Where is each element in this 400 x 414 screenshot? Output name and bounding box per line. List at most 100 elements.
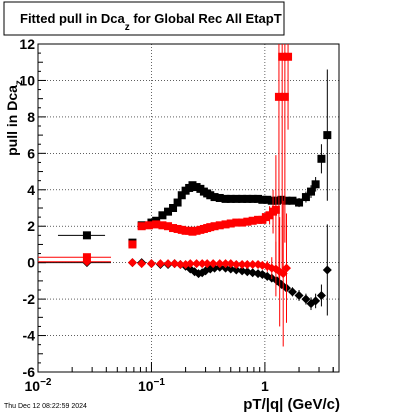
x-axis-label: pT/|q| (GeV/c) bbox=[243, 396, 340, 413]
data-point bbox=[144, 221, 153, 230]
x-tick-label: 10−2 bbox=[25, 377, 52, 394]
y-tick-label: 0 bbox=[27, 255, 35, 271]
data-point bbox=[311, 180, 320, 189]
data-point bbox=[192, 259, 202, 269]
data-point bbox=[232, 194, 241, 203]
data-point bbox=[128, 240, 137, 249]
data-point bbox=[221, 259, 231, 269]
title-box bbox=[3, 1, 285, 36]
data-point bbox=[248, 259, 258, 269]
data-point bbox=[164, 207, 173, 216]
x-tick-label: 1 bbox=[261, 378, 269, 394]
x-tick-label: 10−1 bbox=[138, 377, 165, 394]
y-tick-label: -6 bbox=[23, 364, 36, 380]
y-tick-label: -4 bbox=[23, 328, 36, 344]
data-point bbox=[263, 195, 272, 204]
y-tick-label: 10 bbox=[19, 72, 35, 88]
data-point bbox=[175, 259, 185, 269]
data-point bbox=[282, 196, 291, 205]
series-2 bbox=[38, 44, 293, 280]
data-point bbox=[294, 290, 304, 300]
x-tick-base: 10 bbox=[138, 378, 154, 394]
title-sub: z bbox=[125, 22, 130, 33]
data-point bbox=[226, 264, 236, 274]
data-point bbox=[127, 258, 137, 268]
series-4 bbox=[38, 200, 291, 347]
data-point bbox=[152, 220, 161, 229]
series-1 bbox=[57, 69, 332, 247]
data-point bbox=[206, 191, 215, 200]
data-point bbox=[173, 224, 182, 233]
data-point bbox=[215, 221, 224, 230]
y-tick-label: 8 bbox=[27, 109, 35, 125]
data-point bbox=[210, 222, 219, 231]
data-point bbox=[215, 193, 224, 202]
timestamp: Thu Dec 12 08:22:59 2024 bbox=[4, 403, 87, 410]
data-point bbox=[322, 265, 332, 275]
data-point bbox=[273, 196, 282, 205]
data-point bbox=[169, 224, 178, 233]
data-point bbox=[221, 220, 230, 229]
y-axis-label-main: pull in Dca bbox=[4, 85, 20, 156]
data-point bbox=[226, 194, 235, 203]
data-point bbox=[173, 198, 182, 207]
data-point bbox=[210, 193, 219, 202]
data-point bbox=[185, 259, 195, 269]
data-point bbox=[271, 205, 280, 214]
data-point bbox=[82, 257, 92, 267]
data-point bbox=[232, 218, 241, 227]
data-point bbox=[208, 259, 218, 269]
data-point bbox=[137, 222, 146, 231]
x-tick-base: 1 bbox=[261, 378, 269, 394]
data-point bbox=[274, 92, 283, 101]
data-point bbox=[158, 221, 167, 230]
data-point bbox=[231, 259, 241, 269]
data-point bbox=[277, 195, 286, 204]
grid-lines bbox=[38, 44, 339, 372]
y-tick-label: 4 bbox=[27, 182, 35, 198]
x-tick-exponent: −2 bbox=[40, 377, 52, 388]
data-point bbox=[221, 194, 230, 203]
title-main: Fitted pull in Dca bbox=[20, 11, 125, 26]
x-tick-base: 10 bbox=[25, 378, 41, 394]
y-axis-label: pull in Dcaz bbox=[4, 80, 25, 156]
data-point bbox=[188, 227, 197, 236]
data-point bbox=[254, 194, 263, 203]
data-point bbox=[278, 52, 287, 61]
data-point bbox=[317, 154, 326, 163]
data-point bbox=[169, 204, 178, 212]
data-point bbox=[267, 196, 276, 205]
y-tick-label: -2 bbox=[23, 291, 36, 307]
data-point bbox=[288, 196, 297, 205]
data-point bbox=[307, 187, 316, 196]
data-point bbox=[248, 194, 257, 203]
data-point bbox=[163, 259, 173, 269]
data-point bbox=[316, 290, 326, 300]
data-point bbox=[226, 259, 236, 269]
x-tick-exponent: −1 bbox=[154, 377, 166, 388]
data-point bbox=[243, 217, 252, 226]
data-point bbox=[284, 52, 293, 61]
y-tick-label: 2 bbox=[27, 218, 35, 234]
data-marks bbox=[38, 44, 332, 347]
data-point bbox=[281, 263, 291, 273]
data-point bbox=[158, 211, 167, 220]
data-point bbox=[226, 219, 235, 228]
data-point bbox=[323, 131, 332, 140]
data-point bbox=[177, 191, 186, 200]
data-point bbox=[301, 294, 311, 304]
data-point bbox=[243, 194, 252, 203]
data-point bbox=[301, 193, 310, 202]
y-tick-label: 6 bbox=[27, 145, 35, 161]
data-point bbox=[82, 231, 91, 240]
y-axis-label-sub: z bbox=[14, 80, 25, 85]
data-point bbox=[287, 287, 297, 297]
data-point bbox=[215, 259, 225, 269]
data-point bbox=[170, 259, 180, 269]
title-rest: for Global Rec All EtapT bbox=[130, 11, 282, 26]
data-point bbox=[155, 259, 165, 269]
data-point bbox=[231, 265, 241, 275]
plot-frame bbox=[37, 43, 340, 373]
chart-title: Fitted pull in Dcaz for Global Rec All E… bbox=[20, 11, 282, 33]
